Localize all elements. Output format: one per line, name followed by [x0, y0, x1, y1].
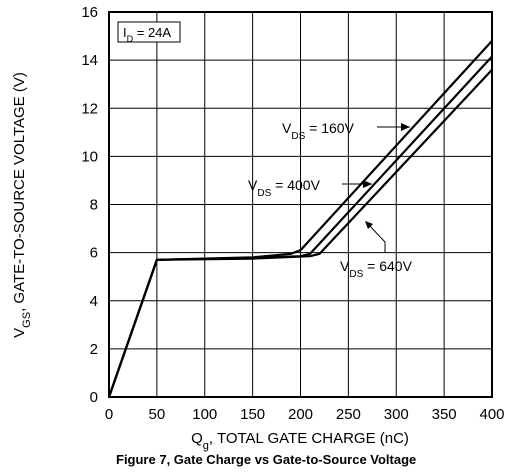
y-axis-label: VGS, GATE-TO-SOURCE VOLTAGE (V): [11, 72, 33, 338]
condition-label: ID = 24A: [123, 25, 171, 44]
x-tick-label: 400: [479, 406, 504, 423]
x-tick-labels: 0 50 100 150 200 250 300 350 400: [105, 406, 505, 423]
x-tick-label: 250: [336, 406, 361, 423]
x-tick-label: 0: [105, 406, 113, 423]
x-axis-label: Qg, TOTAL GATE CHARGE (nC): [191, 430, 409, 452]
y-tick-label: 12: [81, 100, 98, 117]
pointer-640v-arrow: [365, 221, 373, 229]
x-tick-label: 50: [149, 406, 166, 423]
x-tick-label: 300: [384, 406, 409, 423]
x-tick-label: 100: [192, 406, 217, 423]
series-label-640v: VDS = 640V: [340, 258, 413, 280]
y-tick-label: 2: [90, 341, 98, 358]
plot-frame: [108, 11, 493, 398]
y-tick-label: 14: [81, 52, 98, 69]
x-tick-label: 150: [240, 406, 265, 423]
y-tick-labels: 0 2 4 6 8 10 12 14 16: [81, 4, 98, 406]
pointer-400v-arrow: [363, 180, 372, 188]
x-tick-label: 200: [288, 406, 313, 423]
condition-box: [117, 21, 181, 43]
chart-caption: Figure 7, Gate Charge vs Gate-to-Source …: [116, 452, 416, 467]
y-tick-label: 10: [81, 148, 98, 165]
y-tick-label: 6: [90, 245, 98, 262]
series-label-400v: VDS = 400V: [248, 177, 321, 199]
x-tick-label: 350: [432, 406, 457, 423]
series-label-160v: VDS = 160V: [282, 120, 355, 142]
series-line-2: [107, 69, 493, 398]
pointer-160v-arrow: [401, 123, 410, 131]
y-tick-label: 0: [90, 389, 98, 406]
pointer-640v: [366, 222, 386, 253]
y-tick-label: 8: [90, 197, 98, 214]
grid: [109, 12, 492, 397]
y-tick-label: 4: [90, 293, 98, 310]
y-tick-label: 16: [81, 4, 98, 21]
series-lines: [107, 40, 493, 398]
